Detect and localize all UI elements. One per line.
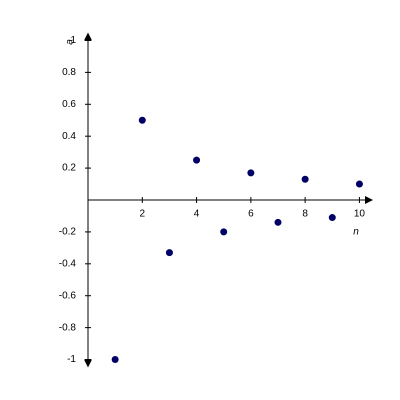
point: [247, 169, 255, 177]
y-tick-label: 1: [70, 35, 76, 46]
point: [220, 228, 228, 236]
y-axis-arrow-bottom: [84, 359, 92, 368]
y-axis-arrow-top: [84, 32, 92, 41]
x-axis-arrow: [365, 196, 373, 204]
y-axis-label: a: [65, 39, 76, 45]
y-tick-label: 0.4: [62, 131, 76, 142]
x-tick-label: 4: [194, 209, 200, 220]
y-tick-label: -0.8: [59, 322, 77, 333]
point: [301, 175, 309, 183]
point: [193, 156, 201, 164]
x-tick-label: 6: [248, 209, 254, 220]
y-tick-label: -0.6: [59, 290, 77, 301]
point: [138, 116, 146, 124]
point: [274, 218, 282, 226]
x-tick-label: 10: [354, 209, 366, 220]
x-tick-label: 2: [140, 209, 146, 220]
y-tick-label: -1: [67, 354, 76, 365]
point: [111, 356, 119, 364]
y-tick-label: 0.8: [62, 67, 76, 78]
x-tick-label: 8: [302, 209, 308, 220]
y-tick-label: -0.4: [59, 258, 77, 269]
point: [165, 249, 173, 257]
point: [328, 214, 336, 222]
y-tick-label: 0.2: [62, 163, 76, 174]
y-tick-label: 0.6: [62, 99, 76, 110]
y-tick-label: -0.2: [59, 227, 77, 238]
x-axis-label: n: [353, 227, 359, 238]
point: [355, 180, 363, 188]
